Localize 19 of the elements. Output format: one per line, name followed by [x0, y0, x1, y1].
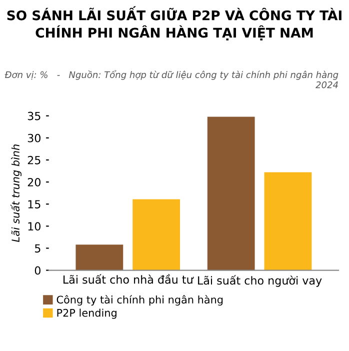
legend-label: Công ty tài chính phi ngân hàng — [56, 295, 223, 306]
bar — [264, 172, 312, 270]
y-tick-label: 25 — [28, 156, 40, 164]
y-tick-label: 10 — [28, 222, 40, 231]
chart-subtitle: Đơn vị: % - Nguồn: Tổng hợp từ dữ liệu công ty tài chính phi ngân hàng 2024 — [4, 70, 338, 88]
bar — [207, 116, 255, 270]
y-axis-title: Lãi suất trung bình — [10, 144, 22, 242]
x-tick-label: Lãi suất cho người vay — [198, 275, 322, 287]
y-tick-label: 30 — [28, 134, 40, 142]
legend-label: P2P lending — [57, 308, 116, 319]
y-tick-label: 20 — [28, 178, 40, 186]
y-tick-label: 5 — [35, 244, 40, 253]
y-tick-label: 0 — [34, 266, 40, 275]
y-tick-label: 35 — [28, 112, 40, 120]
y-tick-label: 15 — [28, 200, 40, 208]
chart-title: SO SÁNH LÃI SUẤT GIỮA P2P VÀ CÔNG TY TÀI CHÍNH PHI NGÂN HÀNG TẠI VIỆT NAM — [7, 6, 342, 40]
x-tick-label: Lãi suất cho nhà đầu tư — [64, 274, 194, 284]
bar — [132, 199, 180, 270]
bar — [76, 244, 124, 270]
